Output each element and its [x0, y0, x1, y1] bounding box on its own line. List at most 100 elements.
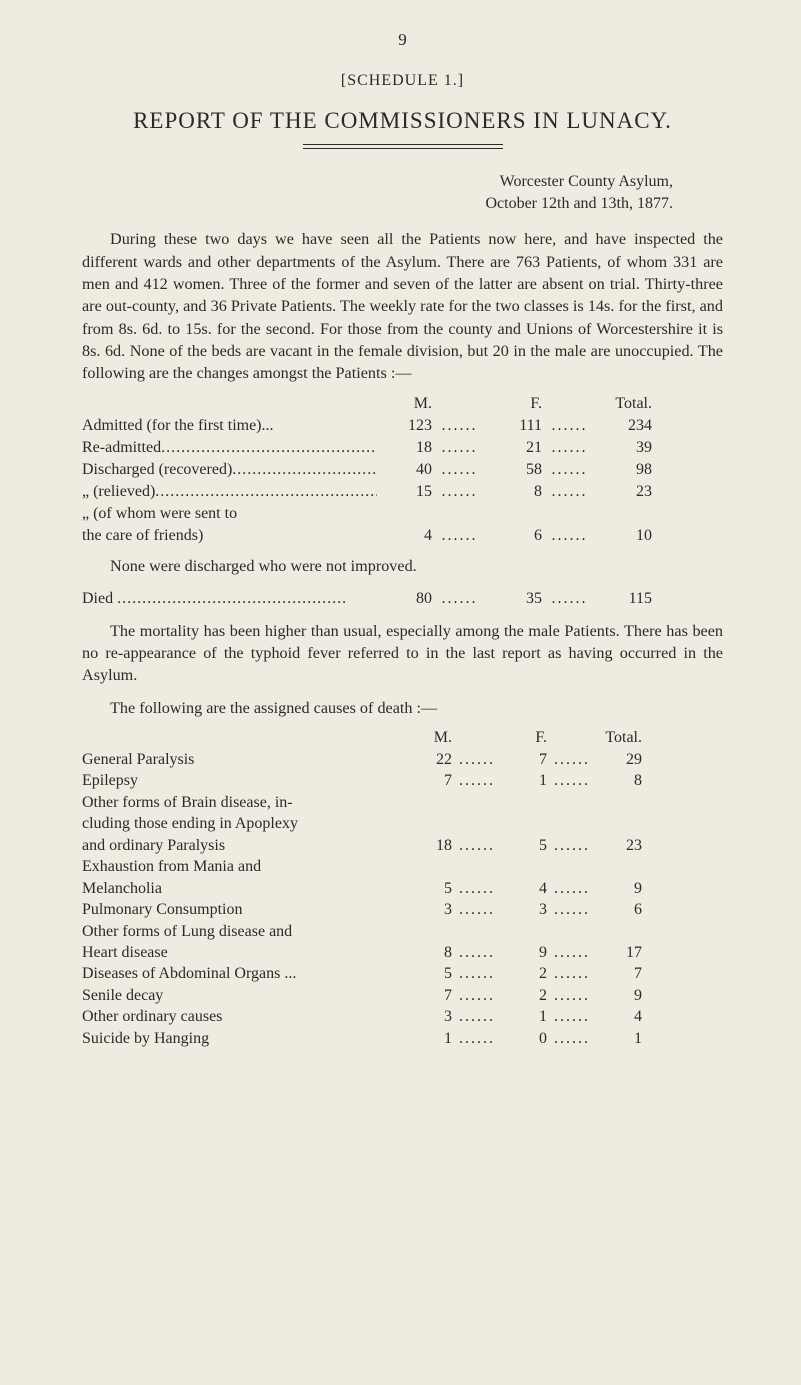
title-rule [303, 144, 503, 149]
death-row-f: 2 [502, 985, 547, 1006]
stats-row: „ (of whom were sent to [82, 503, 723, 525]
death-row: Heart disease8......9......17 [82, 942, 723, 963]
death-row: Epilepsy7......1......8 [82, 770, 723, 791]
stats-header-row: M. F. Total. [82, 395, 723, 413]
stats-row-m: 15 [377, 481, 432, 503]
stats-row-m: 4 [377, 525, 432, 547]
deaths-header-m: M. [407, 729, 452, 747]
death-row-m: 1 [407, 1028, 452, 1049]
stats-row-f: 21 [487, 437, 542, 459]
death-row-f: 4 [502, 878, 547, 899]
died-total: 115 [597, 588, 652, 610]
death-row-f: 2 [502, 963, 547, 984]
death-row: Senile decay7......2......9 [82, 985, 723, 1006]
document-page: 9 [SCHEDULE 1.] REPORT OF THE COMMISSION… [0, 0, 801, 1385]
address-block: Worcester County Asylum, October 12th an… [82, 171, 723, 214]
death-row-label: Pulmonary Consumption [82, 899, 407, 920]
death-row-total: 4 [597, 1006, 642, 1027]
death-row-total: 9 [597, 878, 642, 899]
death-row-label: Diseases of Abdominal Organs ... [82, 963, 407, 984]
death-row-m: 22 [407, 749, 452, 770]
death-row-label-cont: Exhaustion from Mania and [82, 856, 723, 877]
stats-row-total: 98 [597, 459, 652, 481]
death-row-f: 7 [502, 749, 547, 770]
death-row-label: General Paralysis [82, 749, 407, 770]
death-row-m: 3 [407, 899, 452, 920]
death-row-f: 3 [502, 899, 547, 920]
death-row-total: 23 [597, 835, 642, 856]
death-row-total: 1 [597, 1028, 642, 1049]
stats-row-total: 10 [597, 525, 652, 547]
stats-header-total: Total. [597, 395, 652, 413]
death-row: Diseases of Abdominal Organs ...5......2… [82, 963, 723, 984]
stats-row-m: 123 [377, 415, 432, 437]
stats-row-m: 18 [377, 437, 432, 459]
death-row-f: 1 [502, 770, 547, 791]
stats-row-f: 8 [487, 481, 542, 503]
death-row-label-cont: Other forms of Lung disease and [82, 921, 723, 942]
death-row-m: 7 [407, 985, 452, 1006]
stats-header-blank [82, 395, 377, 413]
stats-row-total: 234 [597, 415, 652, 437]
death-row-total: 7 [597, 963, 642, 984]
stats-header-m: M. [377, 395, 432, 413]
death-row: and ordinary Paralysis18......5......23 [82, 835, 723, 856]
death-row: Pulmonary Consumption3......3......6 [82, 899, 723, 920]
death-row-total: 9 [597, 985, 642, 1006]
schedule-heading: [SCHEDULE 1.] [82, 72, 723, 90]
died-row: Died 80 ...... 35 ...... 115 [82, 588, 723, 610]
death-row: Other ordinary causes3......1......4 [82, 1006, 723, 1027]
death-row: Melancholia5......4......9 [82, 878, 723, 899]
death-row-f: 1 [502, 1006, 547, 1027]
stats-header-f: F. [487, 395, 542, 413]
death-row-total: 8 [597, 770, 642, 791]
death-row-label: Epilepsy [82, 770, 407, 791]
death-row-f: 9 [502, 942, 547, 963]
died-f: 35 [487, 588, 542, 610]
patient-changes-table: M. F. Total. Admitted (for the first tim… [82, 395, 723, 610]
stats-row-f: 58 [487, 459, 542, 481]
stats-row: Re-admitted18......21......39 [82, 437, 723, 459]
death-row-label: Senile decay [82, 985, 407, 1006]
death-row-m: 7 [407, 770, 452, 791]
stats-row: Admitted (for the first time)...123.....… [82, 415, 723, 437]
death-row-label: Heart disease [82, 942, 407, 963]
death-row-total: 17 [597, 942, 642, 963]
death-row-m: 3 [407, 1006, 452, 1027]
death-row-m: 5 [407, 878, 452, 899]
death-row-label: Melancholia [82, 878, 407, 899]
deaths-header-total: Total. [597, 729, 642, 747]
stats-row-label: Discharged (recovered) [82, 459, 377, 481]
paragraph-2: The mortality has been higher than usual… [82, 620, 723, 687]
death-row: Suicide by Hanging1......0......1 [82, 1028, 723, 1049]
deaths-header-row: M. F. Total. [82, 729, 723, 747]
stats-row: the care of friends)4......6......10 [82, 525, 723, 547]
deaths-header-f: F. [502, 729, 547, 747]
stats-row-label: the care of friends) [82, 525, 377, 547]
address-line-2: October 12th and 13th, 1877. [82, 193, 673, 215]
death-row-label: Other ordinary causes [82, 1006, 407, 1027]
death-row-m: 5 [407, 963, 452, 984]
death-row-f: 0 [502, 1028, 547, 1049]
address-line-1: Worcester County Asylum, [82, 171, 673, 193]
stats-row-label: Re-admitted [82, 437, 377, 459]
stats-row-label: „ (relieved) [82, 481, 377, 503]
stats-row-total: 23 [597, 481, 652, 503]
page-number: 9 [82, 30, 723, 50]
stats-row-f: 6 [487, 525, 542, 547]
death-row-label: Suicide by Hanging [82, 1028, 407, 1049]
report-title: REPORT OF THE COMMISSIONERS IN LUNACY. [82, 108, 723, 134]
stats-row-label: Admitted (for the first time)... [82, 415, 377, 437]
stats-row: „ (relieved)15......8......23 [82, 481, 723, 503]
death-row-total: 6 [597, 899, 642, 920]
death-row: General Paralysis22......7......29 [82, 749, 723, 770]
death-row-m: 18 [407, 835, 452, 856]
stats-row: Discharged (recovered)40......58......98 [82, 459, 723, 481]
paragraph-1: During these two days we have seen all t… [82, 228, 723, 385]
paragraph-3: The following are the assigned causes of… [82, 697, 723, 719]
stats-row-m: 40 [377, 459, 432, 481]
death-row-label-cont: Other forms of Brain disease, in- [82, 792, 723, 813]
none-discharged-line: None were discharged who were not improv… [82, 555, 723, 577]
stats-row-total: 39 [597, 437, 652, 459]
death-row-label-cont: cluding those ending in Apoplexy [82, 813, 723, 834]
